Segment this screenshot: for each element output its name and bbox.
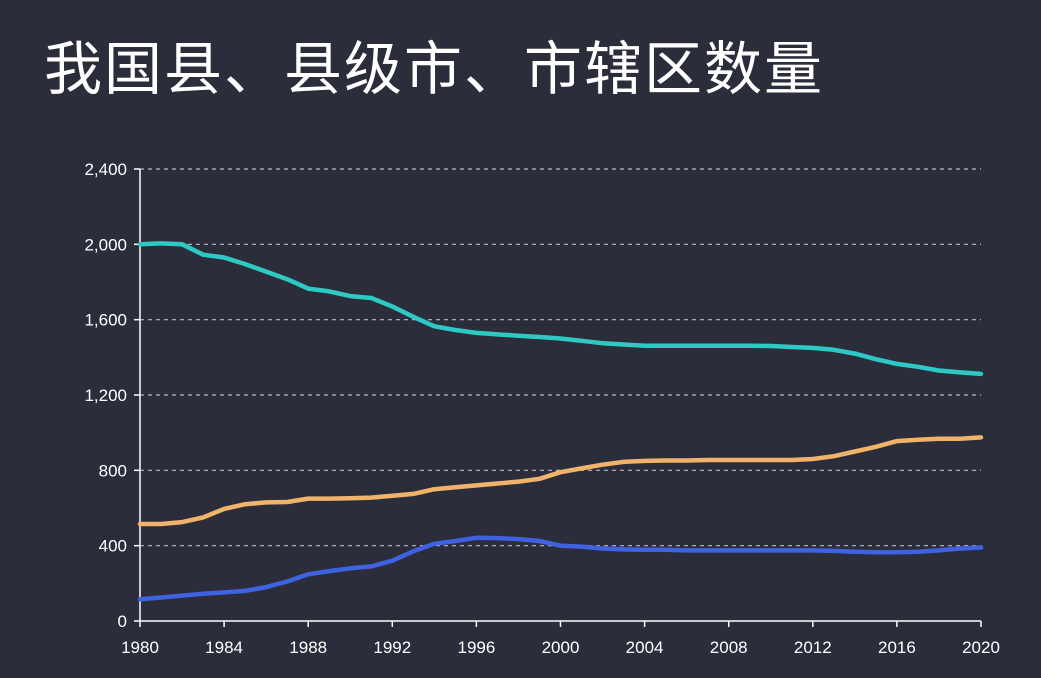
- series-line-counties: [137, 241, 984, 377]
- series-line-county-cities: [137, 435, 984, 527]
- x-tick-label: 2008: [710, 638, 748, 657]
- chart-title: 我国县、县级市、市辖区数量: [44, 35, 825, 103]
- x-tick-label: 1988: [289, 638, 327, 657]
- y-tick-label: 2,000: [84, 235, 127, 254]
- y-tick-label: 800: [99, 461, 127, 480]
- x-tick-label: 2000: [542, 638, 580, 657]
- y-tick-label: 1,200: [84, 386, 127, 405]
- x-tick-label: 1980: [121, 638, 159, 657]
- x-tick-label: 2016: [878, 638, 916, 657]
- y-tick-label: 400: [99, 537, 127, 556]
- x-tick-label: 2004: [626, 638, 664, 657]
- x-tick-label: 1996: [457, 638, 495, 657]
- x-tick-label: 2012: [794, 638, 832, 657]
- y-tick-label: 2,400: [84, 160, 127, 179]
- y-tick-label: 0: [118, 612, 127, 631]
- series-line-districts: [137, 535, 984, 602]
- y-tick-label: 1,600: [84, 311, 127, 330]
- x-tick-label: 2020: [962, 638, 1000, 657]
- x-tick-label: 1984: [205, 638, 243, 657]
- x-tick-label: 1992: [373, 638, 411, 657]
